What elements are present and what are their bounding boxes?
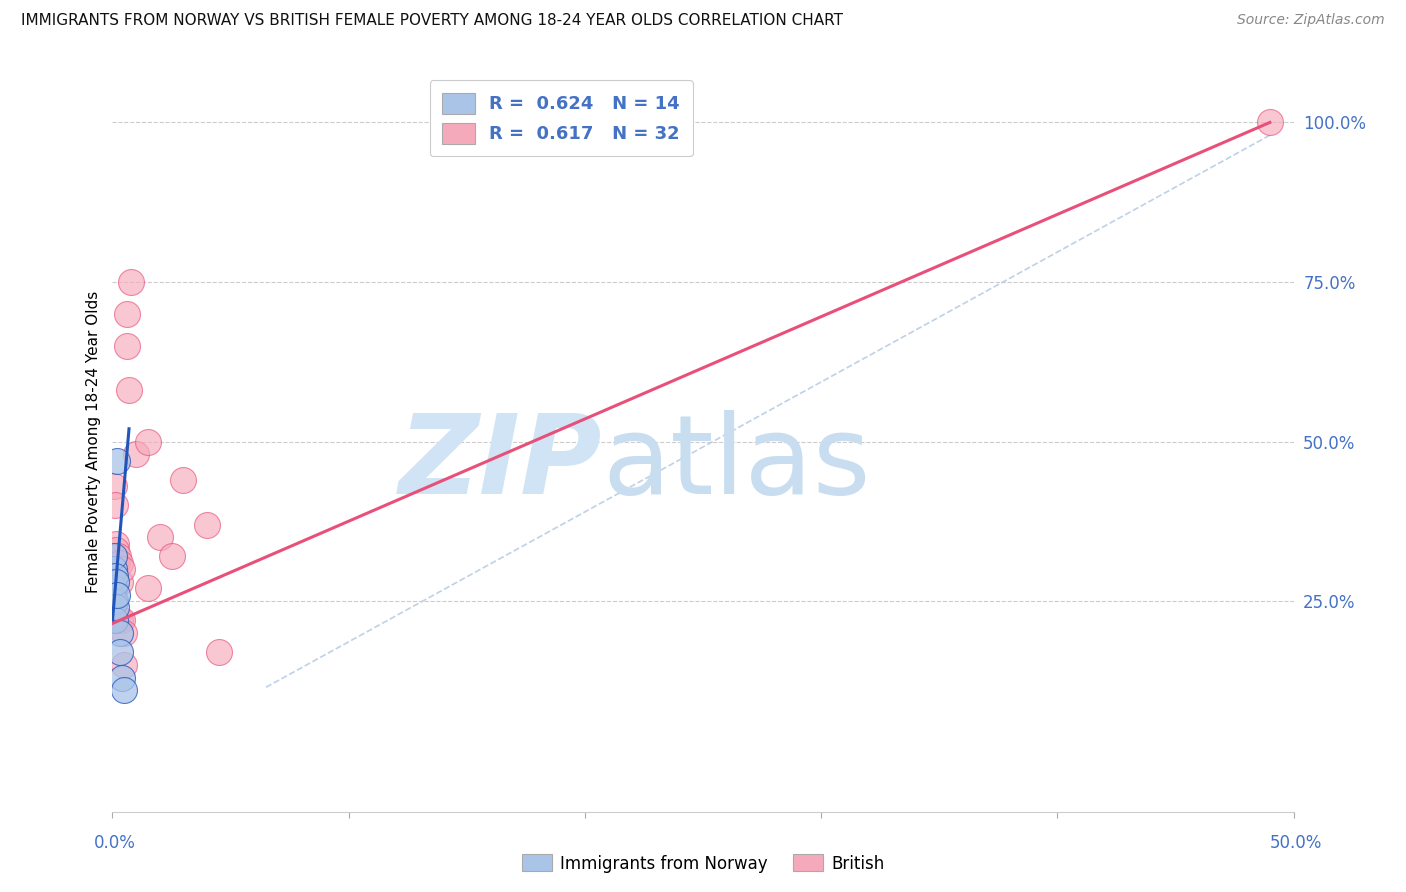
Point — [208, 645, 231, 659]
Legend: Immigrants from Norway, British: Immigrants from Norway, British — [515, 847, 891, 880]
Point — [136, 434, 159, 449]
Text: 50.0%: 50.0% — [1270, 834, 1323, 852]
Point — [104, 499, 127, 513]
Point — [1258, 115, 1281, 129]
Point — [160, 549, 183, 564]
Point — [115, 307, 138, 321]
Point — [103, 600, 125, 615]
Point — [112, 657, 135, 672]
Point — [104, 594, 127, 608]
Text: atlas: atlas — [603, 410, 872, 517]
Point — [103, 562, 125, 576]
Point — [125, 447, 148, 461]
Text: ZIP: ZIP — [399, 410, 603, 517]
Point — [103, 479, 125, 493]
Point — [104, 568, 127, 582]
Point — [172, 473, 194, 487]
Text: 0.0%: 0.0% — [94, 834, 136, 852]
Point — [111, 671, 134, 685]
Point — [136, 582, 159, 596]
Point — [115, 339, 138, 353]
Point — [104, 562, 127, 576]
Point — [104, 556, 127, 570]
Point — [195, 517, 218, 532]
Point — [107, 549, 129, 564]
Point — [103, 613, 125, 627]
Point — [112, 626, 135, 640]
Point — [105, 588, 128, 602]
Point — [103, 582, 125, 596]
Point — [149, 530, 172, 544]
Point — [105, 600, 128, 615]
Point — [105, 556, 128, 570]
Point — [104, 613, 127, 627]
Legend: R =  0.624   N = 14, R =  0.617   N = 32: R = 0.624 N = 14, R = 0.617 N = 32 — [430, 80, 693, 156]
Point — [108, 613, 131, 627]
Point — [105, 574, 128, 589]
Point — [105, 536, 128, 550]
Point — [108, 645, 131, 659]
Point — [120, 275, 142, 289]
Text: IMMIGRANTS FROM NORWAY VS BRITISH FEMALE POVERTY AMONG 18-24 YEAR OLDS CORRELATI: IMMIGRANTS FROM NORWAY VS BRITISH FEMALE… — [21, 13, 844, 29]
Point — [111, 613, 134, 627]
Point — [108, 556, 131, 570]
Point — [105, 613, 128, 627]
Point — [118, 384, 141, 398]
Point — [105, 453, 128, 467]
Point — [112, 683, 135, 698]
Point — [111, 562, 134, 576]
Point — [101, 588, 124, 602]
Y-axis label: Female Poverty Among 18-24 Year Olds: Female Poverty Among 18-24 Year Olds — [86, 291, 101, 592]
Point — [108, 574, 131, 589]
Point — [103, 549, 125, 564]
Text: Source: ZipAtlas.com: Source: ZipAtlas.com — [1237, 13, 1385, 28]
Point — [105, 543, 128, 558]
Point — [108, 626, 131, 640]
